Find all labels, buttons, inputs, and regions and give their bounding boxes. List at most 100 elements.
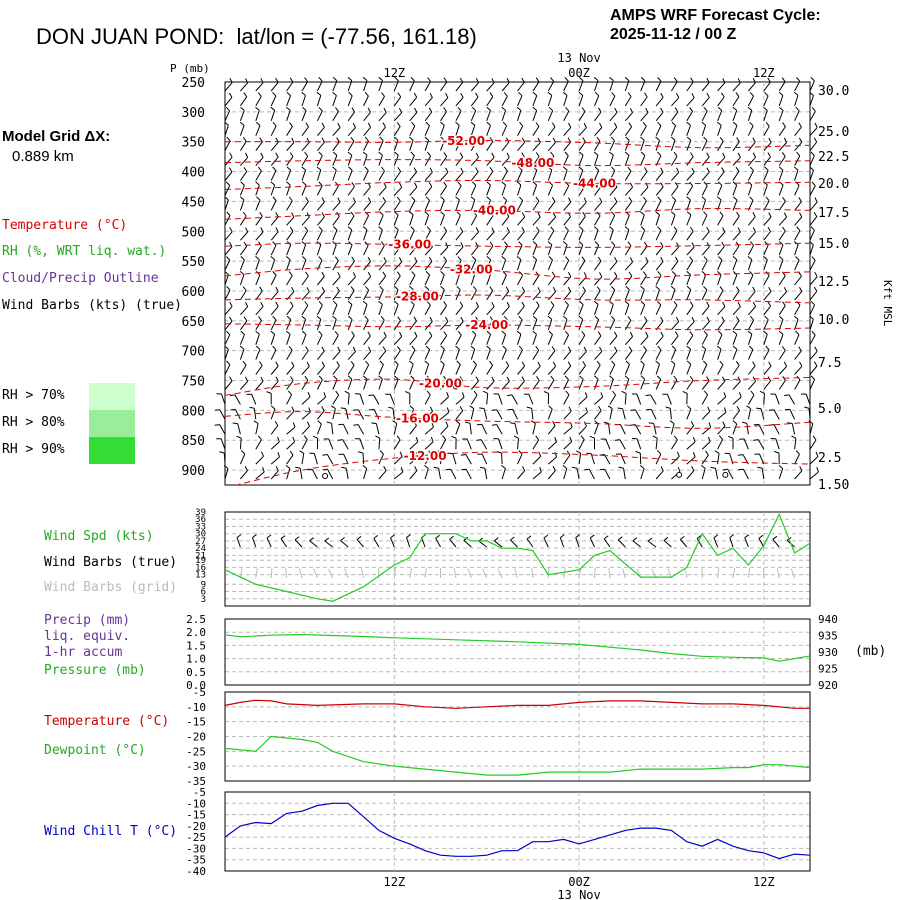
wind-barb-flag	[337, 439, 343, 441]
wind-barb-shaft	[666, 394, 672, 405]
wind-barb-shaft	[809, 216, 818, 226]
wind-barb-flag	[504, 315, 508, 321]
wind-barb-shaft	[470, 125, 476, 136]
wind-barb-shaft	[255, 200, 261, 211]
wind-barb-flag	[642, 196, 647, 202]
wind-barb-shaft	[701, 215, 708, 226]
wind-barb-shaft	[270, 456, 280, 465]
wind-barb-flag	[640, 285, 645, 290]
wind-barb-shaft	[270, 200, 277, 211]
wind-barb-flag	[302, 181, 307, 186]
wind-barb-shaft	[455, 349, 460, 360]
wind-barb-shaft	[409, 336, 418, 346]
wind-barb-flag	[783, 137, 788, 143]
wind-barb-shaft	[347, 170, 353, 181]
wind-barb-shaft	[547, 441, 557, 450]
wind-barb-shaft	[316, 304, 323, 316]
wind-barb-shaft	[517, 438, 519, 450]
wind-barb-flag	[814, 346, 818, 352]
surface-barb-true	[679, 539, 688, 548]
wind-barb-flag	[367, 197, 372, 203]
wind-barb-flag	[657, 450, 662, 455]
wind-barb-flag	[791, 435, 797, 439]
wind-barb-flag	[255, 256, 260, 261]
wind-barb-flag	[779, 106, 784, 111]
wind-barb-shaft	[532, 216, 541, 226]
wind-barb-flag	[337, 272, 341, 278]
wind-barb-flag	[521, 286, 526, 292]
wind-barb-shaft	[701, 185, 708, 196]
wind-barb-flag	[689, 256, 694, 262]
wind-barb-flag	[640, 211, 645, 216]
wind-barb-flag	[660, 92, 664, 98]
wind-barb-flag	[747, 106, 753, 111]
wind-barb-flag	[547, 315, 553, 320]
wind-barb-shaft	[809, 423, 814, 435]
wind-barb-flag	[543, 391, 549, 394]
wind-barb-flag	[460, 92, 464, 98]
wind-barb-flag	[625, 285, 630, 291]
wind-barb-shaft	[480, 439, 488, 450]
wind-barb-flag	[440, 196, 445, 201]
wind-barb-flag	[670, 360, 676, 365]
wind-barb-flag	[763, 330, 768, 335]
wind-barb-shaft	[701, 364, 708, 375]
wind-barb-shaft	[378, 80, 383, 92]
wind-barb-shaft	[501, 110, 507, 121]
wind-barb-flag	[413, 316, 417, 322]
wind-barb-flag	[491, 409, 497, 411]
wind-barb-shaft	[686, 185, 694, 196]
wind-barb-shaft	[594, 201, 603, 211]
wind-barb-shaft	[619, 424, 626, 435]
wind-barb-flag	[793, 315, 799, 320]
wind-barb-flag	[429, 316, 433, 322]
wind-barb-flag	[718, 256, 723, 261]
wind-barb-shaft	[640, 336, 649, 346]
wind-barb-flag	[732, 345, 738, 350]
wind-barb-shaft	[363, 364, 370, 375]
wind-barb-flag	[491, 301, 495, 307]
surface-barb-true	[559, 537, 565, 548]
wind-barb-shaft	[563, 127, 572, 137]
wind-barb-flag	[808, 420, 814, 425]
wind-barb-shaft	[532, 259, 538, 271]
wind-barb-shaft	[717, 231, 726, 241]
wind-barb-flag	[735, 166, 740, 172]
wind-barb-shaft	[717, 411, 727, 420]
wind-barb-flag	[229, 227, 233, 233]
pressure-tick-label: 650	[182, 315, 205, 330]
wind-barb-flag	[732, 196, 738, 201]
wind-barb-flag	[228, 92, 233, 98]
wind-barb-flag	[457, 106, 462, 112]
wind-barb-flag	[443, 331, 448, 336]
surface-barb-true	[266, 537, 272, 548]
temperature-label: Temperature (°C)	[44, 714, 170, 729]
wind-barb-shaft	[532, 366, 541, 375]
wind-barb-flag	[686, 345, 691, 350]
wind-barb-flag	[624, 76, 630, 81]
wind-barb-shaft	[237, 423, 241, 435]
wind-barb-shaft	[501, 184, 507, 196]
wind-barb-shaft	[514, 423, 518, 435]
wind-barb-shaft	[424, 321, 433, 331]
wind-barb-flag	[782, 271, 786, 277]
wind-barb-shaft	[347, 127, 356, 137]
wind-barb-flag	[443, 301, 448, 306]
wind-barb-flag	[229, 152, 233, 158]
wind-barb-flag	[749, 92, 754, 97]
height-axis-label: Kft MSL	[881, 280, 894, 327]
wind-barb-shaft	[578, 229, 584, 241]
wind-barb-flag	[394, 151, 399, 156]
wind-barb-shaft	[393, 455, 403, 465]
wind-barb-flag	[753, 439, 759, 441]
wind-barb-flag	[318, 181, 323, 186]
wind-barb-shaft	[701, 305, 710, 316]
wind-barb-shaft	[270, 141, 279, 152]
wind-barb-shaft	[501, 453, 503, 465]
wind-barb-shaft	[424, 97, 433, 107]
wind-barb-flag	[716, 121, 722, 126]
wind-barb-shaft	[809, 365, 818, 375]
wind-barb-shaft	[378, 289, 384, 301]
wind-barb-shaft	[424, 441, 434, 450]
wind-barb-flag	[531, 420, 536, 424]
